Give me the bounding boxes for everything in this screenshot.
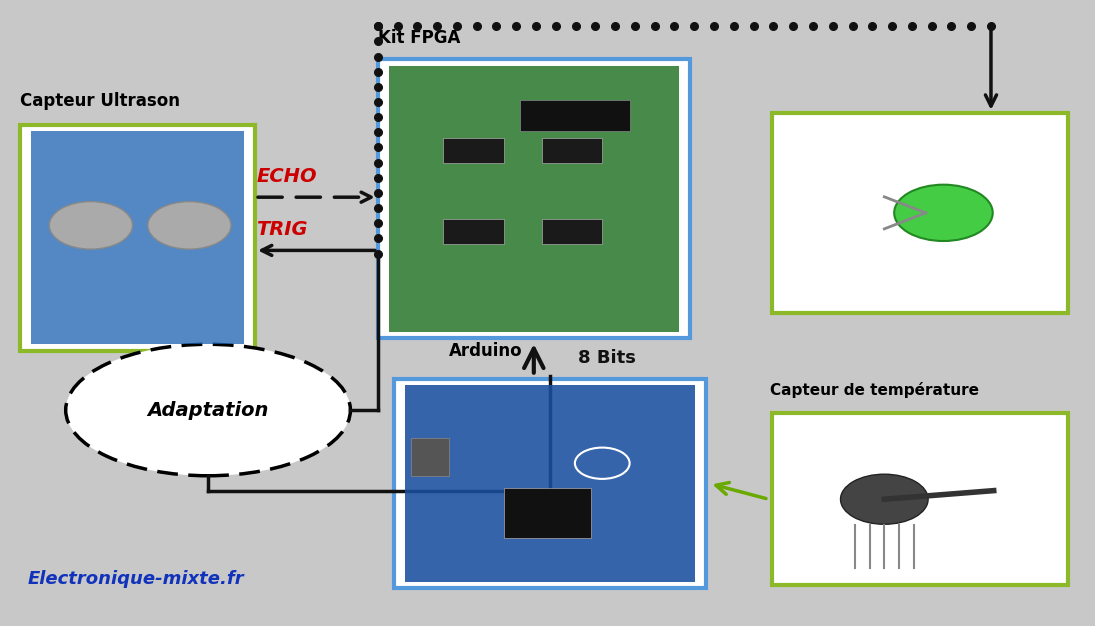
FancyBboxPatch shape	[504, 488, 591, 538]
FancyBboxPatch shape	[443, 138, 504, 163]
Circle shape	[49, 202, 132, 249]
Text: 8 Bits: 8 Bits	[578, 349, 635, 367]
FancyBboxPatch shape	[405, 385, 695, 582]
Circle shape	[148, 202, 231, 249]
FancyBboxPatch shape	[20, 125, 255, 351]
FancyBboxPatch shape	[542, 219, 602, 244]
Circle shape	[841, 475, 929, 524]
FancyBboxPatch shape	[389, 66, 679, 332]
Text: Arduino: Arduino	[449, 342, 522, 360]
FancyBboxPatch shape	[443, 219, 504, 244]
Text: Electronique-mixte.fr: Electronique-mixte.fr	[27, 570, 244, 588]
FancyBboxPatch shape	[394, 379, 706, 588]
Text: Kit FPGA: Kit FPGA	[378, 29, 460, 47]
FancyBboxPatch shape	[520, 100, 630, 131]
FancyBboxPatch shape	[378, 59, 690, 338]
FancyBboxPatch shape	[542, 138, 602, 163]
Text: ECHO: ECHO	[256, 167, 316, 185]
Ellipse shape	[66, 344, 350, 476]
Text: Adaptation: Adaptation	[148, 401, 268, 419]
FancyBboxPatch shape	[411, 438, 449, 476]
Text: Capteur de température: Capteur de température	[770, 381, 979, 398]
FancyBboxPatch shape	[772, 413, 1068, 585]
FancyBboxPatch shape	[772, 113, 1068, 313]
Circle shape	[895, 185, 993, 241]
FancyBboxPatch shape	[31, 131, 244, 344]
Text: Capteur Ultrason: Capteur Ultrason	[20, 91, 180, 110]
Text: TRIG: TRIG	[256, 220, 308, 239]
